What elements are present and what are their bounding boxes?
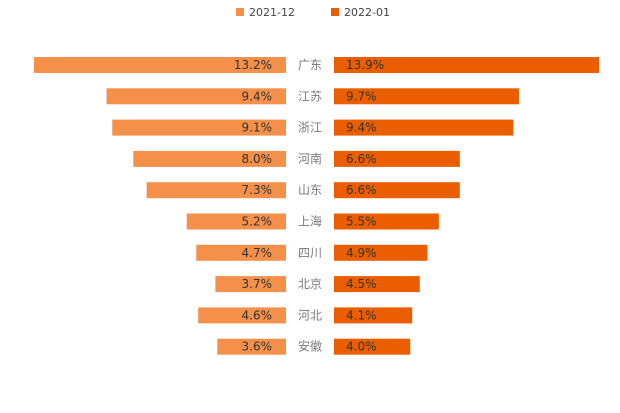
bar-2021-12-3 [133,150,286,167]
bar-2021-12-5 [186,213,286,230]
category-label-4: 山东 [298,183,322,197]
value-label-2021-12-9: 3.6% [242,340,273,354]
bar-2021-12-0 [34,57,286,73]
series-2022-01: 13.9% 9.7% 9.4% 6.6% 6.6% 5.5% 4.9% 4.5% 4.1% 4.0… [334,57,599,355]
category-label-7: 北京 [298,277,322,291]
legend-item-2021-12-swatch [236,8,244,16]
series-2021-12: 13.2% 9.4% 9.1% 8.0% 7.3% 5.2% 4.7% 3.7% 4.6% 3.6… [34,57,286,355]
legend-item-2021-12-label: 2021-12 [249,6,295,19]
bar-2022-01-3 [334,150,460,167]
category-label-1: 江苏 [298,89,322,103]
value-label-2022-01-0: 13.9% [346,58,384,72]
category-label-6: 四川 [298,246,322,260]
value-label-2021-12-0: 13.2% [234,58,272,72]
value-label-2022-01-3: 6.6% [346,152,377,166]
category-label-2: 浙江 [298,121,322,135]
value-label-2021-12-2: 9.1% [242,121,273,135]
category-label-5: 上海 [298,214,322,229]
bar-2021-12-6 [196,244,286,261]
value-label-2022-01-5: 5.5% [346,215,377,229]
value-label-2022-01-8: 4.1% [346,308,377,322]
bar-2021-12-2 [112,119,286,136]
bar-2022-01-5 [334,213,439,230]
bar-2022-01-0 [334,57,599,73]
value-label-2021-12-3: 8.0% [242,152,273,166]
bar-2022-01-1 [334,88,519,105]
bar-2021-12-8 [198,307,286,324]
value-label-2022-01-9: 4.0% [346,340,377,354]
bar-2021-12-9 [217,338,286,355]
value-label-2021-12-5: 5.2% [242,215,273,229]
bar-2022-01-6 [334,244,428,261]
category-label-3: 河南 [298,151,322,166]
bar-2022-01-8 [334,307,413,324]
value-label-2021-12-7: 3.7% [242,277,273,291]
value-label-2022-01-7: 4.5% [346,277,377,291]
value-label-2022-01-2: 9.4% [346,121,377,135]
bar-2022-01-4 [334,182,460,199]
value-label-2022-01-6: 4.9% [346,246,377,260]
value-label-2021-12-4: 7.3% [242,183,273,197]
value-label-2021-12-1: 9.4% [242,89,273,103]
legend-item-2022-01-label: 2022-01 [344,6,390,19]
bar-2022-01-9 [334,338,411,355]
value-label-2022-01-4: 6.6% [346,183,377,197]
value-label-2021-12-8: 4.6% [242,308,273,322]
category-label-0: 广东 [298,58,322,72]
legend: 2021-12 2022-01 [236,6,390,19]
legend-item-2022-01-swatch [331,8,339,16]
category-label-9: 安徽 [298,339,322,354]
value-label-2021-12-6: 4.7% [242,246,273,260]
bar-2021-12-7 [215,276,286,293]
bar-2021-12-1 [106,88,286,105]
bar-2022-01-7 [334,276,420,293]
bar-2022-01-2 [334,119,514,136]
category-label-8: 河北 [298,308,322,322]
value-label-2022-01-1: 9.7% [346,89,377,103]
bar-2021-12-4 [146,182,286,199]
